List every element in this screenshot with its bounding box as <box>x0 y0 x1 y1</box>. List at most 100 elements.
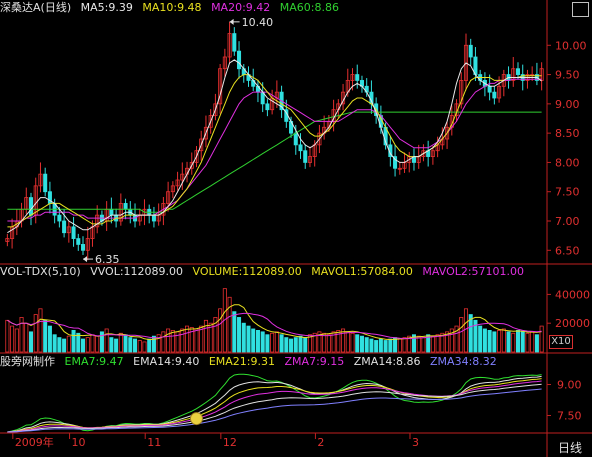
candle-body-36 <box>175 179 180 187</box>
vvol-label: VVOL:112089.00 <box>90 265 184 278</box>
volume-bar-31 <box>151 335 156 353</box>
candle-body-11 <box>57 214 62 222</box>
volume-bar-96 <box>459 317 464 353</box>
mavol1-label: MAVOL1:57084.00 <box>311 265 413 278</box>
volume-bar-113 <box>539 325 544 353</box>
candle-body-17 <box>85 238 90 251</box>
volume-bar-14 <box>71 329 76 353</box>
annotation-arrowhead-0 <box>83 256 88 263</box>
volume-bar-44 <box>213 317 218 353</box>
volume-bar-52 <box>251 328 256 353</box>
volume-tick-label-0: 20000 <box>555 317 590 330</box>
price-tick-label-4: 8.50 <box>555 127 580 140</box>
candle-body-34 <box>166 191 171 204</box>
candle-body-13 <box>66 226 71 234</box>
volume-bar-53 <box>255 329 260 353</box>
volume-bar-2 <box>14 328 19 353</box>
candle-body-90 <box>430 150 435 157</box>
candle-body-22 <box>109 208 114 216</box>
volume-bar-91 <box>435 334 440 353</box>
volume-tick-label-1: 40000 <box>555 288 590 301</box>
candle-body-96 <box>459 80 464 105</box>
candle-body-103 <box>492 91 497 99</box>
candle-body-39 <box>189 162 194 169</box>
volume-bar-66 <box>317 331 322 353</box>
volume-bar-18 <box>90 334 95 353</box>
candle-body-49 <box>237 50 242 70</box>
annotation-label-1: 10.40 <box>242 16 273 29</box>
ema-header: 股旁网制作 EMA7:9.47 EMA14:9.40 EMA21:9.31 ZM… <box>0 355 503 369</box>
volume-bar-70 <box>336 329 341 353</box>
volume-bar-64 <box>307 334 312 353</box>
scroll-button[interactable] <box>572 2 589 17</box>
volume-bar-83 <box>397 338 402 353</box>
volume-bar-106 <box>506 331 511 353</box>
candle-body-35 <box>170 185 175 193</box>
volume-bar-80 <box>383 340 388 353</box>
volume-bar-94 <box>449 328 454 353</box>
candle-body-42 <box>203 126 208 140</box>
volume-bar-57 <box>274 331 279 353</box>
volume-bar-93 <box>445 331 450 353</box>
volume-bar-88 <box>421 337 426 353</box>
volume-bar-76 <box>364 337 369 353</box>
volume-bar-77 <box>369 338 374 353</box>
volume-bar-78 <box>374 340 379 353</box>
volume-bar-81 <box>388 338 393 353</box>
price-tick-label-2: 7.50 <box>555 186 580 199</box>
annotation-label-0: 6.35 <box>95 253 120 266</box>
candle-body-24 <box>118 203 123 222</box>
candle-body-107 <box>511 68 516 81</box>
volume-bar-104 <box>497 329 502 353</box>
volume-bar-35 <box>170 329 175 353</box>
x10-button[interactable]: X10 <box>549 335 573 349</box>
candle-body-102 <box>487 85 492 93</box>
candle-body-15 <box>76 238 81 245</box>
x-axis-label-2: 11 <box>147 436 161 449</box>
volume-header: VOL-TDX(5,10) VVOL:112089.00 VOLUME:1120… <box>0 265 530 279</box>
volume-bar-84 <box>402 337 407 353</box>
ma60-label: MA60:8.86 <box>279 1 339 14</box>
volume-bar-21 <box>104 328 109 353</box>
candle-body-0 <box>5 238 10 242</box>
volume-bar-11 <box>57 337 62 353</box>
volume-bar-108 <box>515 329 521 353</box>
volume-bar-39 <box>189 327 194 353</box>
volume-bar-16 <box>80 338 86 353</box>
volume-bar-73 <box>350 332 355 353</box>
volume-bar-87 <box>416 335 421 353</box>
candle-body-64 <box>307 156 312 163</box>
volume-bar-1 <box>10 325 15 353</box>
volume-bar-72 <box>345 331 350 353</box>
volume-bar-105 <box>501 328 506 353</box>
ma10-label: MA10:9.48 <box>142 1 202 14</box>
volume-bar-3 <box>19 317 24 353</box>
candle-body-63 <box>303 150 308 163</box>
candle-body-7 <box>38 173 43 187</box>
volume-bar-28 <box>137 340 142 353</box>
daily-tab[interactable]: 日线 <box>557 441 582 455</box>
volume-bar-4 <box>24 322 29 353</box>
volume-bar-48 <box>232 311 237 353</box>
volume-bar-37 <box>180 328 185 353</box>
stock-name: 深桑达A <box>0 1 41 14</box>
volume-bar-89 <box>426 334 431 353</box>
volume-bar-58 <box>279 334 284 353</box>
volume-bar-20 <box>99 331 104 353</box>
annotation-arrowhead-1 <box>229 18 234 25</box>
volume-bar-98 <box>468 314 473 353</box>
ma5-line <box>7 59 542 234</box>
volume-bar-74 <box>355 334 360 353</box>
candle-body-40 <box>194 150 199 163</box>
ema-line-zma14 <box>7 383 542 433</box>
candle-body-61 <box>293 132 298 146</box>
candle-body-19 <box>95 214 100 228</box>
period-label: (日线) <box>40 1 72 14</box>
candle-body-25 <box>123 203 128 210</box>
ma60-line <box>7 111 542 213</box>
candle-body-93 <box>445 126 450 140</box>
candle-body-44 <box>213 103 218 116</box>
candle-body-66 <box>317 132 322 146</box>
mavol1-line <box>7 304 542 341</box>
volume-bar-45 <box>218 308 223 353</box>
